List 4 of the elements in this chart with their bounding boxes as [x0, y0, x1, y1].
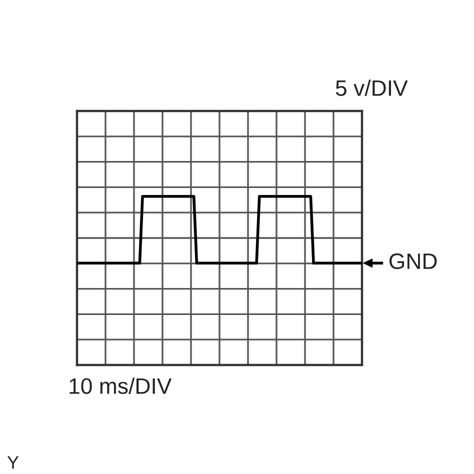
text: 10 ms/DIV	[70, 378, 172, 394]
text: GND	[390, 253, 437, 270]
text: Y	[7, 456, 19, 469]
text: 5 v/DIV	[336, 80, 408, 96]
